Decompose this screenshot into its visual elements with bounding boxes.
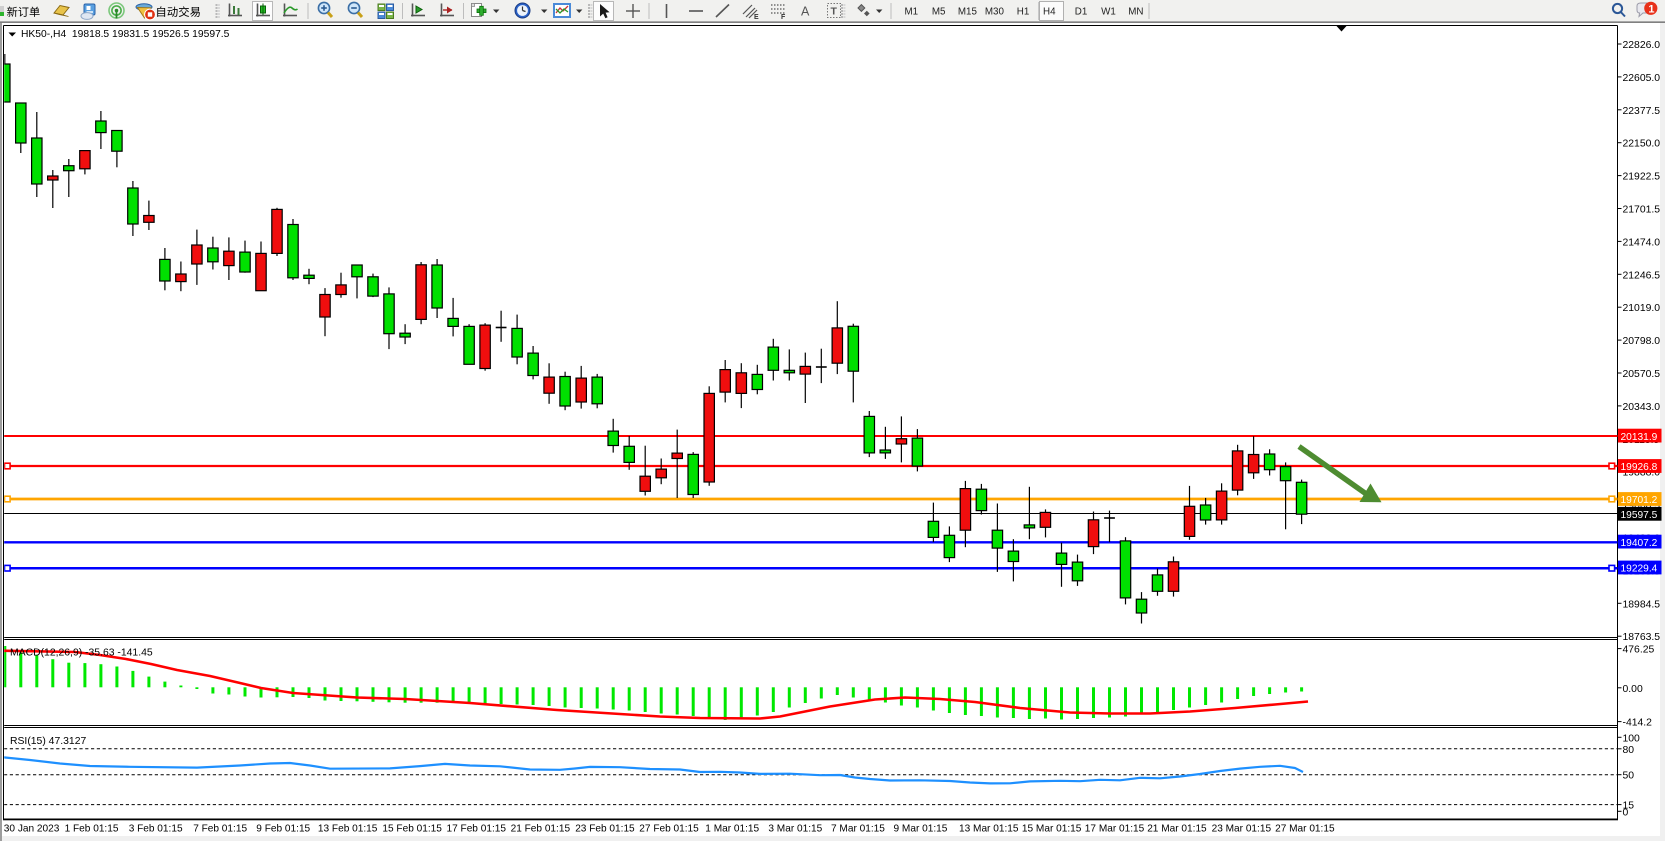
svg-text:17 Mar 01:15: 17 Mar 01:15 [1085,824,1145,835]
svg-text:19888.0: 19888.0 [1623,468,1661,479]
svg-text:100: 100 [1623,733,1641,744]
svg-text:21 Feb 01:15: 21 Feb 01:15 [511,824,571,835]
svg-text:20570.5: 20570.5 [1623,369,1661,380]
svg-text:M30: M30 [985,7,1005,18]
svg-text:19701.2: 19701.2 [1621,495,1658,506]
svg-text:19926.8: 19926.8 [1621,462,1658,473]
svg-text:1 Mar 01:15: 1 Mar 01:15 [705,824,759,835]
svg-text:15 Mar 01:15: 15 Mar 01:15 [1022,824,1082,835]
svg-text:7 Feb 01:15: 7 Feb 01:15 [193,824,247,835]
svg-text:21246.5: 21246.5 [1623,270,1661,281]
svg-text:M15: M15 [958,7,978,18]
svg-text:15: 15 [1623,801,1635,812]
svg-text:13 Feb 01:15: 13 Feb 01:15 [318,824,378,835]
svg-text:27 Mar 01:15: 27 Mar 01:15 [1275,824,1335,835]
svg-text:17 Feb 01:15: 17 Feb 01:15 [447,824,507,835]
svg-text:21 Mar 01:15: 21 Mar 01:15 [1147,824,1207,835]
svg-text:H1: H1 [1017,7,1030,18]
svg-text:21701.5: 21701.5 [1623,205,1661,216]
svg-text:9 Feb 01:15: 9 Feb 01:15 [256,824,310,835]
svg-text:1: 1 [1648,3,1654,15]
svg-text:D1: D1 [1075,7,1088,18]
svg-text:22605.0: 22605.0 [1623,73,1661,84]
svg-text:23 Feb 01:15: 23 Feb 01:15 [575,824,635,835]
svg-text:27 Feb 01:15: 27 Feb 01:15 [639,824,699,835]
svg-text:-414.2: -414.2 [1623,718,1653,729]
svg-text:19597.5: 19597.5 [1621,510,1658,521]
svg-text:80: 80 [1623,745,1635,756]
svg-text:18984.5: 18984.5 [1623,599,1661,610]
svg-text:M5: M5 [932,7,946,18]
svg-text:22150.0: 22150.0 [1623,139,1661,150]
svg-text:20343.0: 20343.0 [1623,402,1661,413]
svg-text:HK50-,H4 19818.5 19831.5 1952: HK50-,H4 19818.5 19831.5 19526.5 19597.5 [21,29,230,40]
svg-text:22377.5: 22377.5 [1623,106,1661,117]
svg-text:21474.0: 21474.0 [1623,237,1661,248]
svg-text:21922.5: 21922.5 [1623,172,1661,183]
svg-text:M1: M1 [905,7,919,18]
svg-text:MACD(12,26,9) -35.63 -141.45: MACD(12,26,9) -35.63 -141.45 [10,648,153,659]
svg-text:21019.0: 21019.0 [1623,303,1661,314]
svg-text:0: 0 [1623,807,1629,818]
svg-text:30 Jan 2023: 30 Jan 2023 [4,824,60,835]
svg-text:W1: W1 [1101,7,1116,18]
svg-text:RSI(15) 47.3127: RSI(15) 47.3127 [10,736,86,747]
svg-text:0.00: 0.00 [1623,684,1643,695]
svg-text:F: F [781,14,786,21]
svg-text:3 Feb 01:15: 3 Feb 01:15 [129,824,183,835]
svg-text:20131.9: 20131.9 [1621,432,1658,443]
svg-text:50: 50 [1623,771,1635,782]
svg-text:T: T [831,6,838,18]
svg-text:22826.0: 22826.0 [1623,40,1661,51]
svg-text:19407.2: 19407.2 [1621,538,1658,549]
svg-text:A: A [801,5,810,19]
svg-text:E: E [754,14,759,21]
svg-text:MN: MN [1128,7,1143,18]
svg-text:19660.5: 19660.5 [1623,501,1661,512]
svg-text:23 Mar 01:15: 23 Mar 01:15 [1212,824,1272,835]
svg-text:19229.4: 19229.4 [1621,564,1658,575]
svg-text:20798.0: 20798.0 [1623,336,1661,347]
svg-text:476.25: 476.25 [1623,645,1655,656]
svg-text:1 Feb 01:15: 1 Feb 01:15 [65,824,119,835]
svg-text:15 Feb 01:15: 15 Feb 01:15 [382,824,442,835]
svg-text:9 Mar 01:15: 9 Mar 01:15 [894,824,948,835]
svg-text:18763.5: 18763.5 [1623,632,1661,643]
svg-text:H4: H4 [1043,7,1056,18]
svg-text:13 Mar 01:15: 13 Mar 01:15 [959,824,1019,835]
svg-text:3 Mar 01:15: 3 Mar 01:15 [768,824,822,835]
svg-text:7 Mar 01:15: 7 Mar 01:15 [831,824,885,835]
